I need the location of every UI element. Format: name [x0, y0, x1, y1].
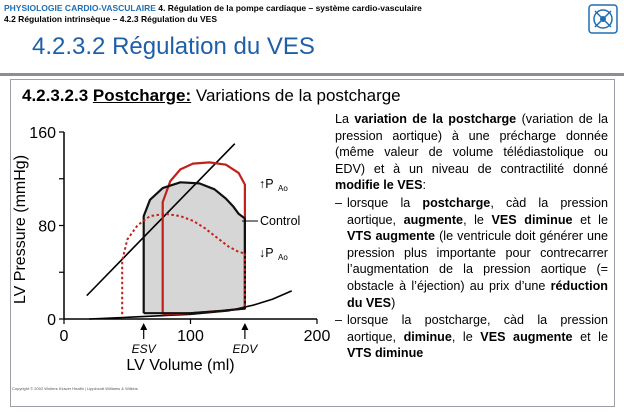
text-run-bold: modifie le VES [335, 178, 423, 193]
text-run: (variation de la pression aortique) à un… [335, 112, 609, 176]
text-run: et le [572, 329, 608, 344]
text-run: , càd la pression aortique, [347, 195, 608, 227]
text-run-bold: VTS diminue [347, 346, 424, 361]
esv-label: ESV [132, 342, 157, 356]
text-run: (le ventricule doit générer une pression… [347, 229, 608, 293]
label-low-afterload: ↓P [259, 246, 274, 260]
page-title: 4.2.3.2 Régulation du VES [32, 33, 315, 60]
content-frame [10, 79, 615, 407]
text-run: , le [451, 329, 481, 344]
university-logo-icon [588, 4, 618, 34]
control-loop [142, 181, 246, 315]
text-run: et le [572, 212, 608, 227]
y-tick-label: 80 [38, 219, 56, 236]
subsection-breadcrumb: 4.2 Régulation intrinsèque – 4.2.3 Régul… [4, 14, 218, 24]
edv-arrow-head [241, 323, 249, 330]
header-divider [0, 73, 624, 76]
text-run-bold: VES augmente [480, 329, 573, 344]
section-keyword: Postcharge: [92, 86, 192, 105]
explanation-text: La variation de la postcharge (variation… [335, 111, 608, 362]
chapter-name: 4. Régulation de la pompe cardiaque – sy… [155, 3, 422, 13]
course-name: PHYSIOLOGIE CARDIO-VASCULAIRE [4, 3, 156, 13]
text-run-bold: variation de la postcharge [354, 112, 517, 126]
text-run: ) [391, 295, 396, 310]
bullet-dash: – [335, 313, 343, 328]
pressure-volume-chart: 0 80 160 0 100 200 LV Pressure (mmHg) LV Volume… [12, 125, 330, 374]
text-run-bold: augmente [403, 212, 464, 227]
label-high-afterload: ↑P [259, 177, 274, 191]
y-tick-label: 0 [47, 312, 56, 329]
y-tick-label: 160 [29, 125, 56, 142]
course-breadcrumb: PHYSIOLOGIE CARDIO-VASCULAIRE 4. Régulat… [4, 3, 422, 13]
bullet-dash: – [335, 195, 343, 210]
intro-paragraph: La variation de la postcharge (variation… [335, 111, 608, 194]
label-high-afterload-sub: Ao [278, 184, 288, 193]
text-run-bold: VTS augmente [347, 229, 436, 244]
esv-arrow-head [140, 323, 148, 330]
text-run: lorsque la [347, 195, 423, 210]
label-low-afterload-sub: Ao [278, 253, 288, 262]
text-run-bold: postcharge [422, 195, 491, 210]
section-number: 4.2.3.2.3 [22, 86, 89, 105]
bullet-afterload-decrease: – lorsque la postcharge, càd la pression… [335, 312, 608, 362]
text-run: La [335, 112, 355, 126]
x-tick-label: 200 [304, 328, 330, 345]
x-axis-title: LV Volume (ml) [126, 357, 234, 374]
label-control: Control [260, 214, 300, 228]
edv-label: EDV [233, 342, 259, 356]
text-run: , le [463, 212, 492, 227]
slide-header: PHYSIOLOGIE CARDIO-VASCULAIRE 4. Régulat… [0, 0, 624, 78]
bullet-afterload-increase: – lorsque la postcharge, càd la pression… [335, 195, 608, 311]
text-run-bold: diminue [403, 329, 452, 344]
section-subtitle: Variations de la postcharge [191, 86, 401, 105]
text-run: lorsque la postcharge, càd la pression a… [347, 313, 608, 344]
copyright-note: Copyright © 2002 Wolters Kluwer Health |… [12, 386, 138, 391]
y-axis-title: LV Pressure (mmHg) [12, 155, 29, 304]
espvr-line [86, 143, 236, 297]
text-run-bold: VES diminue [491, 212, 573, 227]
text-run: : [422, 178, 426, 193]
low-afterload-loop [121, 212, 246, 315]
x-tick-label: 0 [60, 328, 69, 345]
section-heading: 4.2.3.2.3 Postcharge: Variations de la p… [22, 86, 401, 106]
control-loop-fill [143, 182, 245, 314]
x-tick-label: 100 [177, 328, 204, 345]
text-run-bold: réduction du VES [347, 278, 608, 310]
